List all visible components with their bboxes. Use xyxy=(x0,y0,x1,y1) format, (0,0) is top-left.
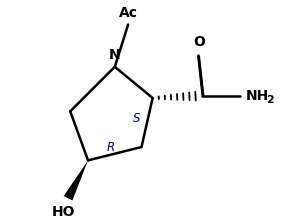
Text: NH: NH xyxy=(246,89,269,103)
Text: HO: HO xyxy=(52,205,75,219)
Text: Ac: Ac xyxy=(119,6,138,20)
Text: O: O xyxy=(194,35,205,49)
Text: S: S xyxy=(133,112,141,125)
Text: R: R xyxy=(106,140,114,153)
Text: 2: 2 xyxy=(266,95,274,105)
Text: N: N xyxy=(109,48,121,62)
Polygon shape xyxy=(64,160,88,200)
